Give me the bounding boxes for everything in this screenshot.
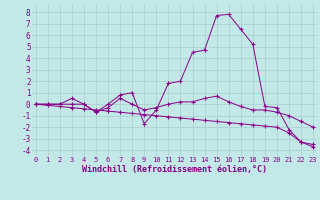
X-axis label: Windchill (Refroidissement éolien,°C): Windchill (Refroidissement éolien,°C) xyxy=(82,165,267,174)
